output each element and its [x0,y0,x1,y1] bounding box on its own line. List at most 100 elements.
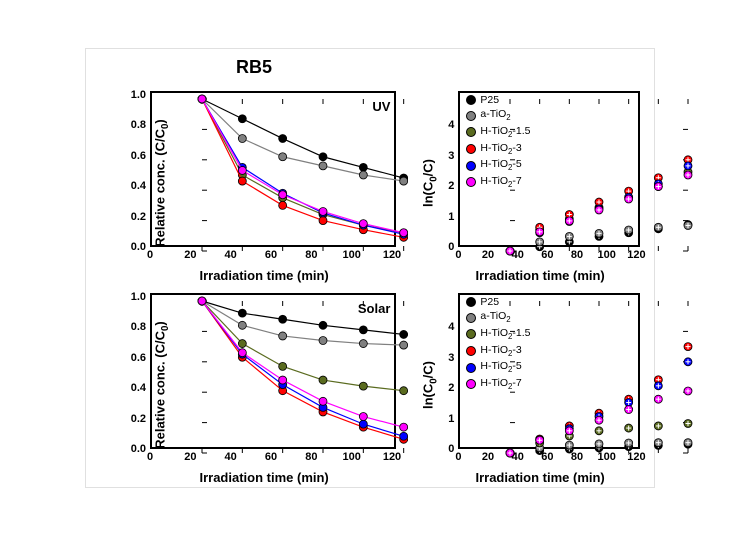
y-tick-label: 2 [448,382,454,394]
x-tick-label: 40 [512,249,524,261]
legend-label: H-TiO2-1.5 [480,326,530,343]
x-tick-label: 20 [184,451,196,463]
x-tick-label: 120 [383,451,401,463]
y-tick-label: 0.4 [131,180,146,192]
y-tick-label: 1 [448,211,454,223]
legend-marker-icon [466,346,476,356]
legend-item: H-TiO2-1.5 [466,124,530,141]
y-tick-label: 0.4 [131,382,146,394]
legend-marker-icon [466,379,476,389]
legend-item: H-TiO2-3 [466,141,530,158]
chart-uv-ln: ln(C0/C)Irradiation time (min)0204060801… [408,85,646,281]
legend-item: H-TiO2-5 [466,359,530,376]
legend: P25a-TiO2H-TiO2-1.5H-TiO2-3H-TiO2-5H-TiO… [466,295,530,393]
x-tick-label: 80 [571,451,583,463]
y-tick-label: 0 [448,443,454,455]
y-axis-label: Relative conc. (C/C0) [152,119,171,247]
y-tick-label: 0.2 [131,413,146,425]
x-tick-label: 60 [541,451,553,463]
x-tick-label: 120 [627,451,645,463]
x-tick-label: 60 [265,451,277,463]
legend-label: H-TiO2-5 [480,157,521,174]
legend-label: H-TiO2-7 [480,376,521,393]
legend-item: H-TiO2-5 [466,157,530,174]
x-axis-label: Irradiation time (min) [199,268,328,283]
plot-area [510,99,688,251]
figure-title: RB5 [236,57,272,78]
legend-label: H-TiO2-3 [480,343,521,360]
x-tick-label: 40 [512,451,524,463]
legend-label: H-TiO2-7 [480,174,521,191]
legend-marker-icon [466,95,476,105]
legend-item: H-TiO2-7 [466,174,530,191]
legend-item: P25 [466,295,530,309]
legend-marker-icon [466,329,476,339]
legend-label: a-TiO2 [480,309,510,326]
x-tick-label: 20 [184,249,196,261]
legend-label: H-TiO2-5 [480,359,521,376]
x-tick-label: 120 [627,249,645,261]
legend-marker-icon [466,363,476,373]
x-tick-label: 0 [455,249,461,261]
x-tick-label: 20 [482,249,494,261]
x-tick-label: 0 [455,451,461,463]
legend-label: H-TiO2-1.5 [480,124,530,141]
x-tick-label: 0 [147,249,153,261]
y-tick-label: 4 [448,321,454,333]
y-tick-label: 0.2 [131,211,146,223]
y-tick-label: 4 [448,119,454,131]
legend-marker-icon [466,127,476,137]
legend-item: P25 [466,93,530,107]
x-axis-label: Irradiation time (min) [475,268,604,283]
x-tick-label: 100 [342,451,360,463]
chart-grid: Relative conc. (C/C0) Irradiation time (m… [100,85,640,477]
x-tick-label: 40 [225,249,237,261]
legend-item: H-TiO2-3 [466,343,530,360]
chart-solar-cc0: Relative conc. (C/C0) Irradiation time (m… [100,287,402,483]
y-tick-label: 1 [448,413,454,425]
x-tick-label: 100 [598,249,616,261]
y-tick-label: 0.8 [131,119,146,131]
legend-label: a-TiO2 [480,107,510,124]
y-tick-label: 3 [448,352,454,364]
x-tick-label: 80 [305,249,317,261]
legend-marker-icon [466,297,476,307]
x-tick-label: 20 [482,451,494,463]
y-axis-label: Relative conc. (C/C0) [152,321,171,449]
legend-marker-icon [466,313,476,323]
panel-condition-label: Solar [358,301,391,316]
legend-label: H-TiO2-3 [480,141,521,158]
legend-item: a-TiO2 [466,107,530,124]
y-tick-label: 1.0 [131,89,146,101]
legend-item: a-TiO2 [466,309,530,326]
x-tick-label: 0 [147,451,153,463]
y-tick-label: 0.0 [131,443,146,455]
legend-label: P25 [480,295,499,309]
chart-solar-ln: ln(C0/C)Irradiation time (min)0204060801… [408,287,646,483]
legend-item: H-TiO2-7 [466,376,530,393]
legend-marker-icon [466,177,476,187]
plot-area [510,301,688,453]
y-tick-label: 0 [448,241,454,253]
legend: P25a-TiO2H-TiO2-1.5H-TiO2-3H-TiO2-5H-TiO… [466,93,530,191]
x-axis-label: Irradiation time (min) [199,470,328,485]
y-tick-label: 0.6 [131,150,146,162]
y-tick-label: 1.0 [131,291,146,303]
figure-panel: RB5 Relative conc. (C/C0) Irradiation tim… [85,48,655,488]
x-tick-label: 80 [305,451,317,463]
y-tick-label: 3 [448,150,454,162]
x-tick-label: 120 [383,249,401,261]
x-tick-label: 60 [541,249,553,261]
x-tick-label: 100 [598,451,616,463]
legend-marker-icon [466,111,476,121]
x-tick-label: 100 [342,249,360,261]
legend-item: H-TiO2-1.5 [466,326,530,343]
x-tick-label: 80 [571,249,583,261]
y-tick-label: 0.6 [131,352,146,364]
x-tick-label: 60 [265,249,277,261]
y-tick-label: 0.8 [131,321,146,333]
x-tick-label: 40 [225,451,237,463]
y-tick-label: 2 [448,180,454,192]
legend-marker-icon [466,161,476,171]
y-tick-label: 0.0 [131,241,146,253]
